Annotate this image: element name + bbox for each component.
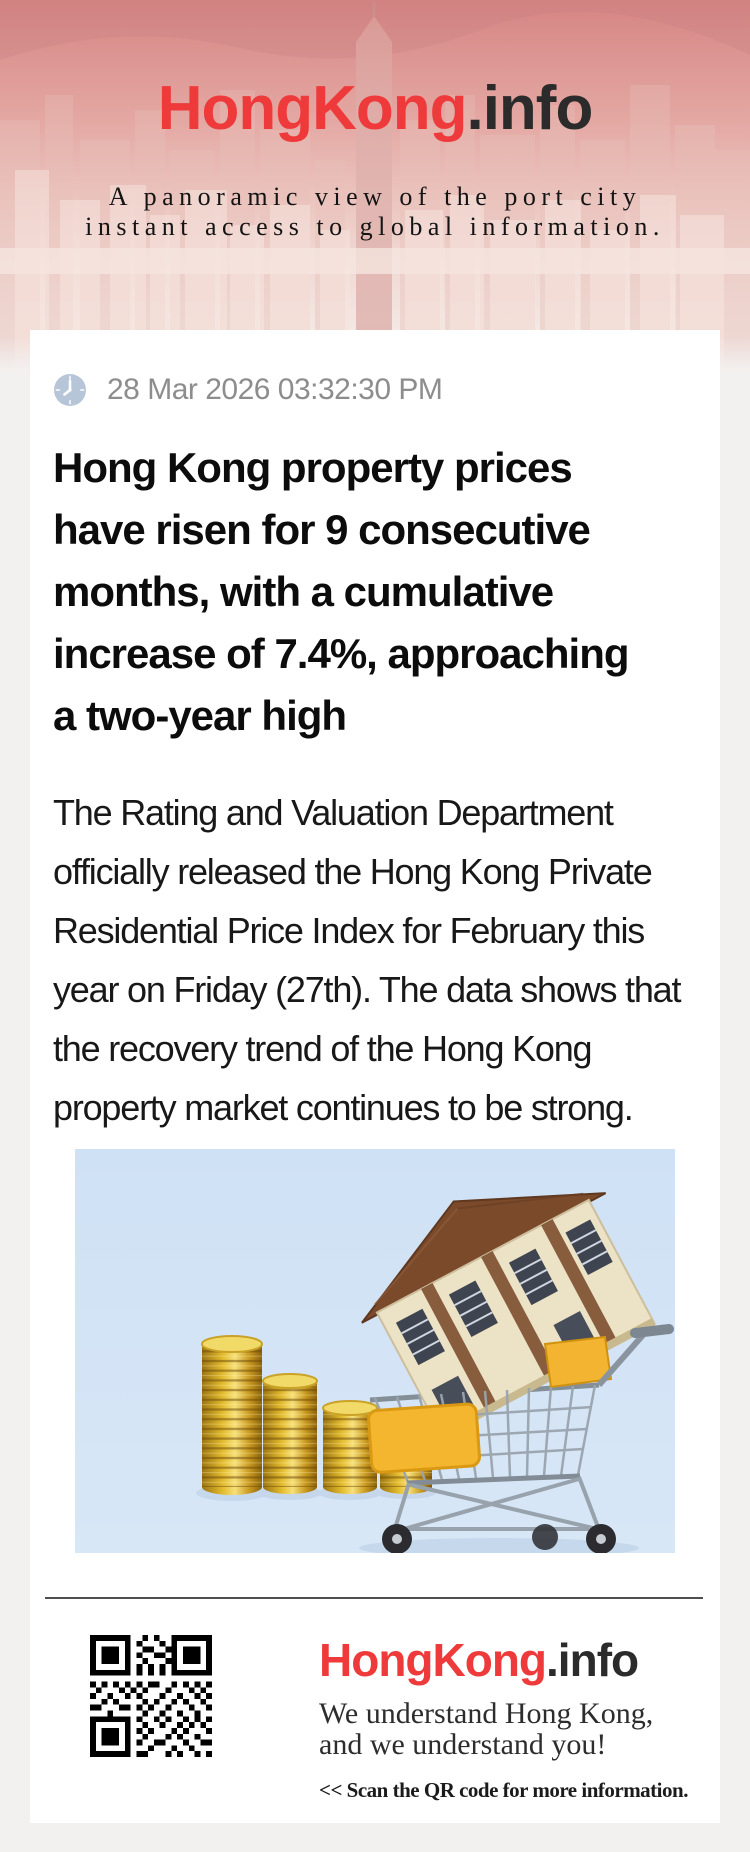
headline-line: months, with a cumulative [53,568,554,615]
hero-banner: HongKong.info A panoramic view of the po… [0,0,750,372]
clock-icon [54,374,86,406]
shopping-cart-with-house [361,1192,674,1554]
site-tagline-line1: A panoramic view of the port city [108,182,642,211]
article-card: 28 Mar 2026 03:32:30 PM Hong Kong proper… [30,330,720,1823]
article-body: The Rating and Valuation Department offi… [53,783,697,1137]
site-tagline: A panoramic view of the port city instan… [0,182,750,242]
headline-line: have risen for 9 consecutive [53,506,591,553]
footer-scan-note: << Scan the QR code for more information… [319,1777,688,1802]
body-line: year on Friday (27th). The data shows th… [53,969,681,1010]
body-line: property market continues to be strong. [53,1087,634,1128]
headline-line: a two-year high [53,692,347,739]
footer-logo: HongKong.info [319,1635,688,1686]
footer-slogan-line1: We understand Hong Kong, [319,1696,654,1730]
body-line: Residential Price Index for February thi… [53,910,645,951]
coin-stacks [201,1335,433,1495]
footer-slogan-line2: and we understand you! [319,1727,607,1761]
article-headline: Hong Kong property prices have risen for… [53,437,697,747]
article-photo [75,1149,675,1558]
site-tagline-line2: instant access to global information. [85,212,665,241]
body-line: The Rating and Valuation Department [53,792,614,833]
headline-line: Hong Kong property prices [53,444,573,491]
footer-logo-brand: HongKong [319,1634,547,1686]
card-footer: HongKong.info We understand Hong Kong, a… [53,1635,697,1803]
footer-info-column: HongKong.info We understand Hong Kong, a… [319,1635,688,1803]
qr-code [90,1635,212,1757]
timestamp-row: 28 Mar 2026 03:32:30 PM [53,373,697,407]
site-logo-brand: HongKong [157,74,468,143]
footer-divider [45,1597,703,1599]
site-logo-suffix: .info [466,74,593,143]
coins-house-cart-illustration [75,1149,675,1558]
site-logo: HongKong.info [0,78,750,140]
footer-slogan: We understand Hong Kong, and we understa… [319,1698,688,1760]
footer-logo-suffix: .info [546,1634,639,1686]
headline-line: increase of 7.4%, approaching [53,630,630,677]
body-line: the recovery trend of the Hong Kong [53,1028,593,1069]
article-timestamp: 28 Mar 2026 03:32:30 PM [107,373,443,406]
body-line: officially released the Hong Kong Privat… [53,851,653,892]
